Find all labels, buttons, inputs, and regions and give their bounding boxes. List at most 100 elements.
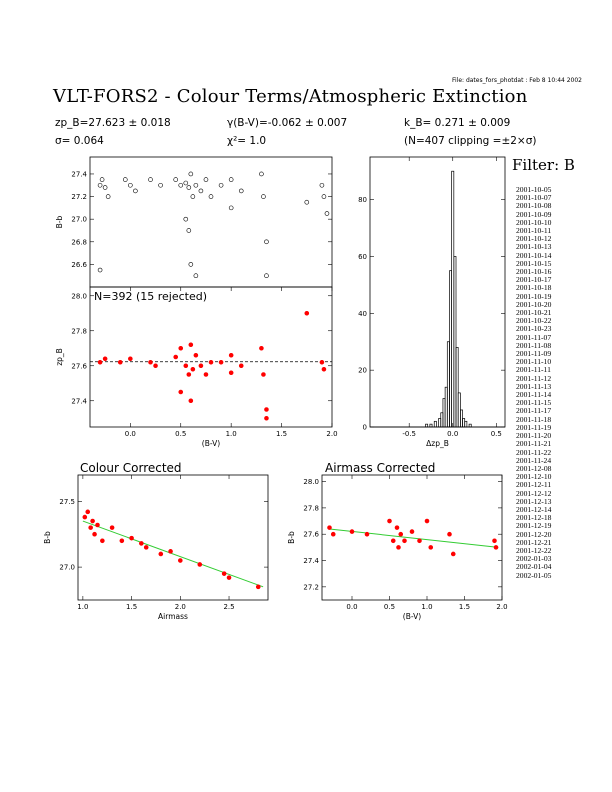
data-point (186, 185, 192, 190)
x-tick-label: 1.5 (126, 603, 137, 611)
data-point (259, 171, 264, 177)
histogram-bar (433, 420, 437, 428)
data-point (188, 398, 194, 404)
data-point (148, 359, 153, 365)
data-point (264, 239, 269, 245)
data-point (197, 562, 203, 567)
data-point (208, 194, 214, 199)
x-tick-label: 2.0 (496, 603, 507, 611)
data-point (398, 531, 404, 537)
data-point (173, 354, 179, 360)
x-tick-label: 2.0 (175, 603, 186, 611)
date-item: 2001-11-10 (516, 357, 552, 367)
data-point (387, 518, 392, 524)
data-point (105, 194, 111, 199)
data-point (85, 509, 91, 515)
date-item: 2001-11-11 (516, 365, 551, 375)
data-point (396, 545, 401, 550)
airmass-corrected-panel-frame (321, 474, 503, 601)
x-tick-label: -0.5 (402, 430, 416, 438)
data-point (203, 372, 209, 377)
date-item: 2001-10-09 (516, 209, 552, 219)
data-point (409, 529, 415, 534)
x-tick-label: 0.5 (491, 430, 502, 438)
date-item: 2001-10-19 (516, 291, 552, 301)
data-point (102, 356, 108, 362)
data-point (417, 538, 422, 544)
y-axis-label: B-b (287, 531, 296, 544)
x-tick-label: 1.5 (459, 603, 470, 611)
data-point (122, 177, 128, 182)
data-point (129, 535, 134, 541)
clip-label: (N=407 clipping =±2×σ) (404, 135, 537, 147)
data-point (183, 363, 189, 369)
data-point (264, 407, 269, 412)
x-tick-label: 2.0 (326, 430, 337, 438)
histogram-bar (464, 420, 468, 428)
data-point (133, 188, 138, 194)
airmass-corrected-title: Airmass Corrected (325, 461, 436, 475)
zp-panel-frame (89, 286, 333, 428)
file-label: File: dates_fors_photdat : Feb 8 10:44 2… (451, 77, 582, 84)
x-tick-label: 1.5 (276, 430, 287, 438)
data-point (264, 273, 269, 278)
date-item: 2001-11-21 (516, 439, 552, 449)
date-item: 2001-10-14 (516, 250, 552, 260)
date-item: 2001-11-17 (516, 406, 552, 416)
y-tick-label: 27.6 (303, 531, 319, 539)
y-tick-label: 28.0 (71, 292, 87, 300)
x-tick-label: 0.0 (346, 603, 357, 611)
y-tick-label: 27.2 (71, 193, 87, 201)
data-point (178, 345, 184, 351)
data-point (428, 545, 434, 550)
y-tick-label: 27.8 (303, 504, 319, 512)
date-item: 2001-10-15 (516, 258, 552, 268)
date-item: 2001-11-22 (516, 447, 552, 457)
x-tick-label: 0.5 (384, 603, 395, 611)
x-tick-label: 1.0 (421, 603, 432, 611)
data-point (153, 363, 158, 369)
data-point (493, 545, 499, 550)
data-point (390, 538, 396, 544)
y-tick-label: 27.4 (71, 397, 87, 405)
date-item: 2001-10-12 (516, 234, 552, 244)
y-axis-label: zp_B (55, 348, 64, 366)
histogram-bar (425, 423, 429, 428)
data-point (97, 359, 103, 365)
date-item: 2001-12-13 (516, 496, 552, 506)
data-point (450, 551, 456, 557)
x-tick-label: 0.0 (447, 430, 458, 438)
data-point (188, 171, 194, 177)
y-tick-label: 27.0 (71, 216, 87, 224)
data-point (158, 551, 164, 557)
data-point (198, 188, 204, 194)
data-point (238, 188, 244, 194)
data-point (178, 389, 184, 395)
page-title: VLT-FORS2 - Colour Terms/Atmospheric Ext… (53, 86, 528, 107)
date-item: 2001-11-15 (516, 398, 552, 408)
date-item: 2001-12-08 (516, 463, 552, 473)
data-point (327, 525, 332, 530)
data-point (424, 518, 430, 524)
histogram-panel-frame (369, 156, 506, 428)
data-point (193, 352, 199, 358)
data-point (188, 262, 194, 267)
data-point (324, 211, 330, 216)
colour-corrected-title: Colour Corrected (80, 461, 182, 475)
date-item: 2001-10-22 (516, 316, 552, 326)
y-tick-label: 26.6 (71, 261, 87, 269)
filter-label: Filter: B (512, 156, 575, 174)
date-item: 2001-11-12 (516, 373, 552, 383)
y-tick-label: 80 (358, 196, 367, 204)
x-tick-label: 0.5 (175, 430, 186, 438)
date-item: 2001-12-11 (516, 480, 552, 490)
date-item: 2001-11-24 (516, 455, 552, 465)
date-item: 2001-12-10 (516, 472, 552, 482)
data-point (402, 538, 407, 544)
date-item: 2001-12-20 (516, 529, 552, 539)
data-point (255, 584, 261, 590)
sigma-label: σ= 0.064 (55, 135, 104, 147)
x-tick-label: 2.5 (223, 603, 234, 611)
data-point (97, 267, 103, 273)
